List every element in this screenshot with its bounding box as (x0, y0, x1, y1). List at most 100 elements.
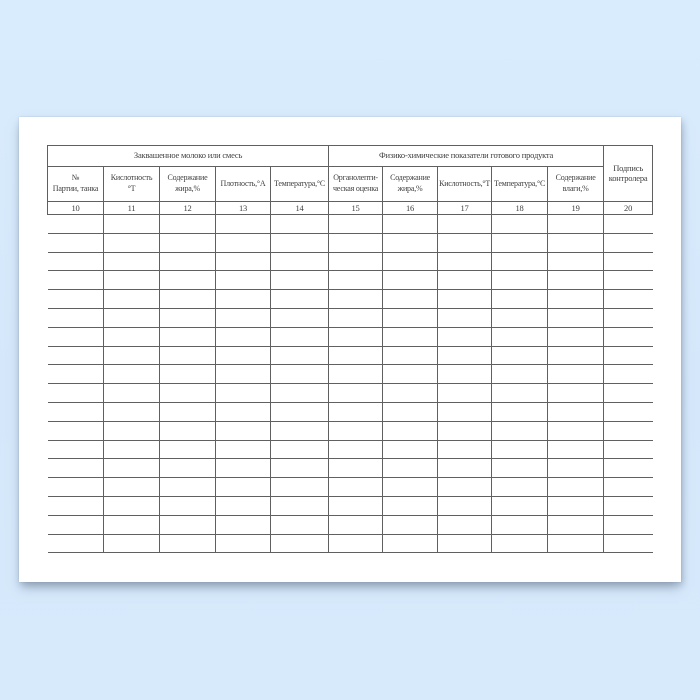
entry-cell (437, 308, 492, 328)
entry-row (47, 364, 653, 385)
entry-cell (437, 364, 492, 385)
entry-cell (437, 515, 492, 535)
entry-cell (382, 308, 438, 328)
entry-cell (437, 214, 492, 234)
entry-cell (269, 421, 329, 441)
entry-cell (103, 440, 160, 460)
entry-cell (382, 214, 438, 234)
entry-cell (269, 496, 329, 516)
entry-cell (269, 383, 329, 403)
section2-title: Физико-химические показатели готового пр… (328, 145, 605, 167)
entry-cell (215, 440, 271, 460)
column-number: 19 (547, 201, 605, 215)
entry-row (47, 270, 653, 291)
entry-cell (103, 534, 160, 554)
entry-cell (491, 327, 548, 347)
entry-cell (382, 440, 438, 460)
column-header-row: № Партии, танка Кислотность °Т Содержани… (47, 166, 653, 202)
column-header-temperature-s2: Температура,°С (491, 166, 549, 202)
entry-cell (603, 458, 653, 479)
entry-cell (491, 252, 548, 272)
entry-cell (159, 515, 216, 535)
entry-cell (215, 421, 271, 441)
entry-cell (328, 346, 383, 366)
entry-cell (103, 383, 160, 403)
entry-cell (603, 534, 653, 554)
entry-cell (159, 252, 216, 272)
entry-cell (269, 477, 329, 497)
entry-cell (437, 252, 492, 272)
entry-row (47, 402, 653, 422)
entry-cell (328, 233, 383, 253)
entry-cell (382, 364, 438, 385)
section1-title: Заквашенное молоко или смесь (46, 145, 330, 167)
entry-cell (382, 534, 438, 554)
entry-row (47, 534, 653, 554)
entry-cell (159, 383, 216, 403)
entry-row (47, 421, 653, 441)
entry-cell (603, 477, 653, 497)
entry-cell (437, 440, 492, 460)
entry-cell (547, 214, 604, 234)
entry-cell (215, 214, 271, 234)
entry-cell (47, 364, 104, 385)
entry-cell (103, 327, 160, 347)
entry-cell (491, 477, 548, 497)
entry-cell (328, 252, 383, 272)
entry-cell (269, 233, 329, 253)
entry-cell (547, 477, 604, 497)
entry-cell (47, 383, 104, 403)
entry-cell (103, 515, 160, 535)
entry-cell (547, 421, 604, 441)
entry-cell (382, 233, 438, 253)
entry-cell (47, 440, 104, 460)
column-number: 12 (159, 201, 216, 215)
column-number: 11 (103, 201, 160, 215)
entry-cell (437, 233, 492, 253)
entry-cell (328, 308, 383, 328)
entry-cell (382, 327, 438, 347)
entry-cell (328, 327, 383, 347)
entry-cell (47, 496, 104, 516)
entry-cell (437, 289, 492, 309)
entry-cell (328, 383, 383, 403)
entry-row (47, 458, 653, 479)
entry-cell (159, 214, 216, 234)
entry-cell (491, 214, 548, 234)
entry-cell (547, 534, 604, 554)
entry-cell (269, 534, 329, 554)
entry-cell (603, 440, 653, 460)
entry-cell (547, 308, 604, 328)
entry-cell (437, 383, 492, 403)
entry-cell (159, 534, 216, 554)
entry-cell (603, 289, 653, 309)
entry-cell (159, 346, 216, 366)
entry-cell (269, 308, 329, 328)
entry-cell (547, 383, 604, 403)
column-number: 20 (603, 201, 654, 215)
entry-cell (328, 421, 383, 441)
entry-cell (103, 496, 160, 516)
entry-cell (47, 252, 104, 272)
entry-cell (547, 402, 604, 422)
entry-cell (47, 534, 104, 554)
entry-cell (491, 270, 548, 291)
entry-row (47, 477, 653, 497)
entry-row (47, 327, 653, 347)
entry-cell (547, 440, 604, 460)
entry-cell (159, 233, 216, 253)
entry-cell (269, 289, 329, 309)
entry-cell (159, 270, 216, 291)
entry-row (47, 496, 653, 516)
entry-cell (603, 233, 653, 253)
column-header-batch-tank: № Партии, танка (47, 166, 104, 202)
entry-cell (491, 308, 548, 328)
entry-cell (547, 346, 604, 366)
entry-cell (103, 421, 160, 441)
entry-cell (103, 289, 160, 309)
entry-cell (437, 534, 492, 554)
entry-cell (437, 327, 492, 347)
entry-cell (547, 233, 604, 253)
entry-cell (491, 402, 548, 422)
column-number: 15 (328, 201, 384, 215)
